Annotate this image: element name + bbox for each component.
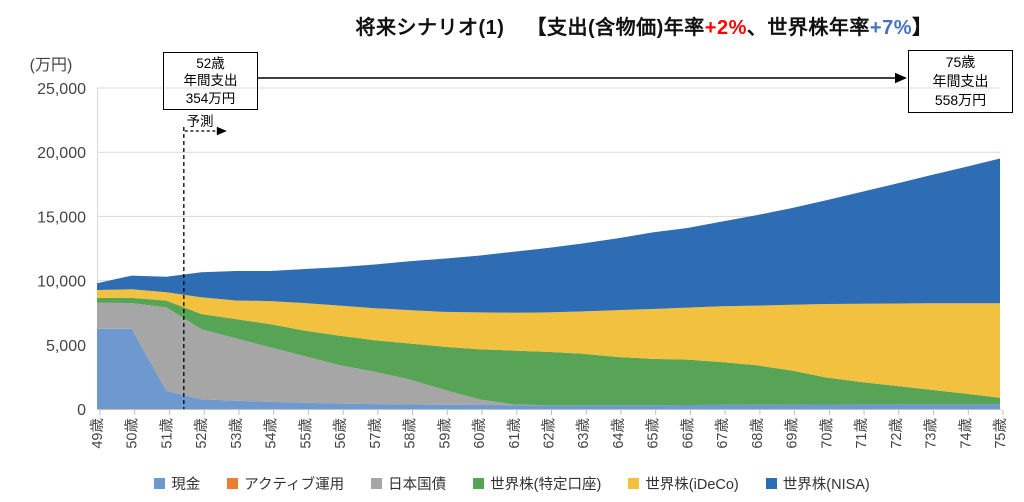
x-tick-label: 55歳 [297,418,314,449]
x-tick-label: 69歳 [784,418,801,449]
x-tick-label: 70歳 [818,418,835,449]
area-world-equity-ideco [97,289,1000,398]
legend-item-world-equity-ideco: 世界株(iDeCo) [628,473,739,494]
y-tick-label: 20,000 [37,145,86,162]
legend-label-world-equity-taxable: 世界株(特定口座) [490,477,602,493]
x-tick-label: 56歳 [332,418,349,449]
annotation-label: 年間支出 [183,73,238,89]
annotation-box-age75-expense: 75歳 年間支出 558万円 [908,50,1013,113]
x-axis-labels: 49歳 50歳 51歳 52歳 53歳 54歳 55歳 56歳 57歳 58歳 59歳 60歳 61歳 6… [89,418,1009,449]
legend: 現金 アクティブ運用 日本国債 世界株(特定口座) 世界株(iDeCo) 世界株(NISA… [0,473,1024,494]
x-tick-label: 63歳 [575,418,592,449]
annotation-age: 52歳 [196,55,225,71]
legend-swatch-world-equity-ideco [628,478,640,489]
forecast-label: 予測 [186,114,214,129]
x-tick-label: 52歳 [193,418,210,449]
legend-swatch-world-equity-taxable [473,478,485,489]
x-tick-label: 65歳 [645,418,662,449]
x-tick-label: 60歳 [471,418,488,449]
forecast-marker [183,126,227,409]
expense-arrow-head [895,72,907,84]
forecast-arrow-head [216,126,227,136]
title-equity-rate: +7% [869,17,912,39]
y-tick-label: 0 [77,402,86,419]
x-tick-label: 74歳 [957,418,974,449]
x-tick-label: 54歳 [263,418,280,449]
legend-label-world-equity-ideco: 世界株(iDeCo) [645,477,739,493]
stacked-areas [97,158,1000,409]
y-tick-label: 25,000 [37,81,86,98]
title-bracket-suffix: 】 [911,17,933,39]
title-expense-rate: +2% [704,17,747,39]
legend-label-jgb: 日本国債 [388,477,447,493]
chart-title: 将来シナリオ(1) 【支出(含物価)年率+2%、世界株年率+7%】 [356,11,933,40]
legend-swatch-active-fund [227,478,239,489]
x-tick-label: 49歳 [89,418,106,449]
area-world-equity-nisa [97,158,1000,313]
legend-label-cash: 現金 [171,477,201,493]
legend-item-active-fund: アクティブ運用 [227,473,344,494]
x-tick-label: 50歳 [124,418,141,449]
legend-item-jgb: 日本国債 [371,473,446,494]
annotation-amount: 558万円 [934,92,987,108]
legend-item-world-equity-nisa: 世界株(NISA) [765,473,870,494]
expense-arrow [258,72,907,84]
area-world-equity-taxable [97,297,1000,406]
x-tick-label: 68歳 [749,418,766,449]
legend-swatch-world-equity-nisa [765,478,777,489]
area-jgb [97,302,1000,406]
x-tick-label: 59歳 [436,418,453,449]
legend-swatch-jgb [371,478,383,489]
legend-item-world-equity-taxable: 世界株(特定口座) [473,473,601,494]
annotation-label: 年間支出 [932,73,989,89]
y-tick-label: 10,000 [37,274,86,291]
legend-label-world-equity-nisa: 世界株(NISA) [782,477,870,493]
y-tick-label: 5,000 [46,338,86,355]
x-tick-label: 53歳 [228,418,245,449]
y-axis-labels: 0 5,000 10,000 15,000 20,000 25,000 [37,81,86,419]
area-cash [97,328,1000,409]
legend-label-active-fund: アクティブ運用 [244,477,345,493]
annotation-age: 75歳 [945,54,976,70]
x-tick-label: 58歳 [402,418,419,449]
x-tick-label: 73歳 [923,418,940,449]
x-tick-label: 75歳 [992,418,1009,449]
x-tick-label: 62歳 [541,418,558,449]
annotation-amount: 354万円 [185,90,236,106]
annotation-box-age52-expense: 52歳 年間支出 354万円 [163,52,258,110]
chart-title-main: 将来シナリオ(1) [355,17,505,39]
y-axis-unit: (万円) [29,57,73,74]
chart-title-conditions: 【支出(含物価)年率+2%、世界株年率+7%】 [526,17,932,39]
x-axis [97,409,1004,415]
x-tick-label: 64歳 [610,418,627,449]
x-tick-label: 66歳 [679,418,696,449]
x-tick-label: 72歳 [888,418,905,449]
title-bracket-prefix: 【支出(含物価)年率 [526,17,705,39]
legend-item-cash: 現金 [154,473,200,494]
x-tick-label: 51歳 [158,418,175,449]
title-separator: 、世界株年率 [746,17,870,39]
x-tick-label: 71歳 [853,418,870,449]
legend-swatch-cash [154,478,166,489]
x-tick-label: 61歳 [506,418,523,449]
y-tick-label: 15,000 [37,209,86,226]
x-tick-label: 57歳 [367,418,384,449]
x-tick-label: 67歳 [714,418,731,449]
